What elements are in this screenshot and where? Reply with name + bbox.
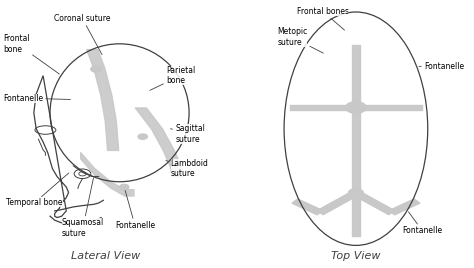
Text: Coronal suture: Coronal suture [54, 14, 111, 55]
Text: Fontanelle: Fontanelle [402, 212, 442, 235]
Polygon shape [389, 199, 420, 215]
Circle shape [138, 134, 147, 139]
Text: Parietal
bone: Parietal bone [150, 66, 195, 90]
Circle shape [346, 102, 366, 113]
Polygon shape [292, 199, 323, 215]
Text: Lambdoid
suture: Lambdoid suture [166, 159, 209, 178]
Text: Sagittal
suture: Sagittal suture [171, 124, 205, 144]
Text: Frontal
bone: Frontal bone [4, 34, 59, 74]
Text: Fontanelle: Fontanelle [3, 94, 71, 103]
Text: Lateral View: Lateral View [71, 251, 140, 261]
Text: Squamosal
suture: Squamosal suture [62, 178, 104, 238]
Text: Fontanelle: Fontanelle [419, 62, 464, 71]
Circle shape [119, 184, 129, 190]
Text: Fontanelle: Fontanelle [115, 190, 155, 230]
Circle shape [91, 66, 102, 72]
Circle shape [348, 189, 364, 197]
Text: Top View: Top View [331, 251, 381, 261]
Text: Metopic
suture: Metopic suture [277, 28, 323, 53]
Polygon shape [317, 191, 359, 215]
Text: Temporal bone: Temporal bone [6, 173, 69, 207]
Text: Frontal bones: Frontal bones [298, 8, 349, 30]
Polygon shape [353, 191, 395, 215]
